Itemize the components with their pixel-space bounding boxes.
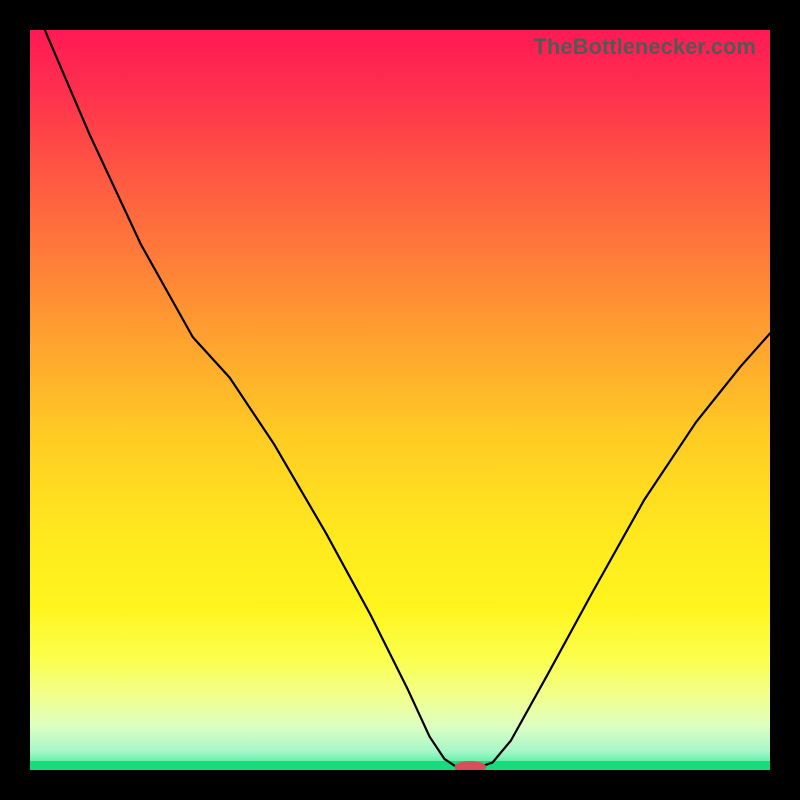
watermark-text: TheBottlenecker.com	[533, 34, 756, 60]
plot-area	[30, 30, 770, 770]
gradient-background	[30, 30, 770, 770]
chart-svg	[30, 30, 770, 770]
chart-frame: TheBottlenecker.com	[0, 0, 800, 800]
bottom-green-band	[30, 761, 770, 770]
